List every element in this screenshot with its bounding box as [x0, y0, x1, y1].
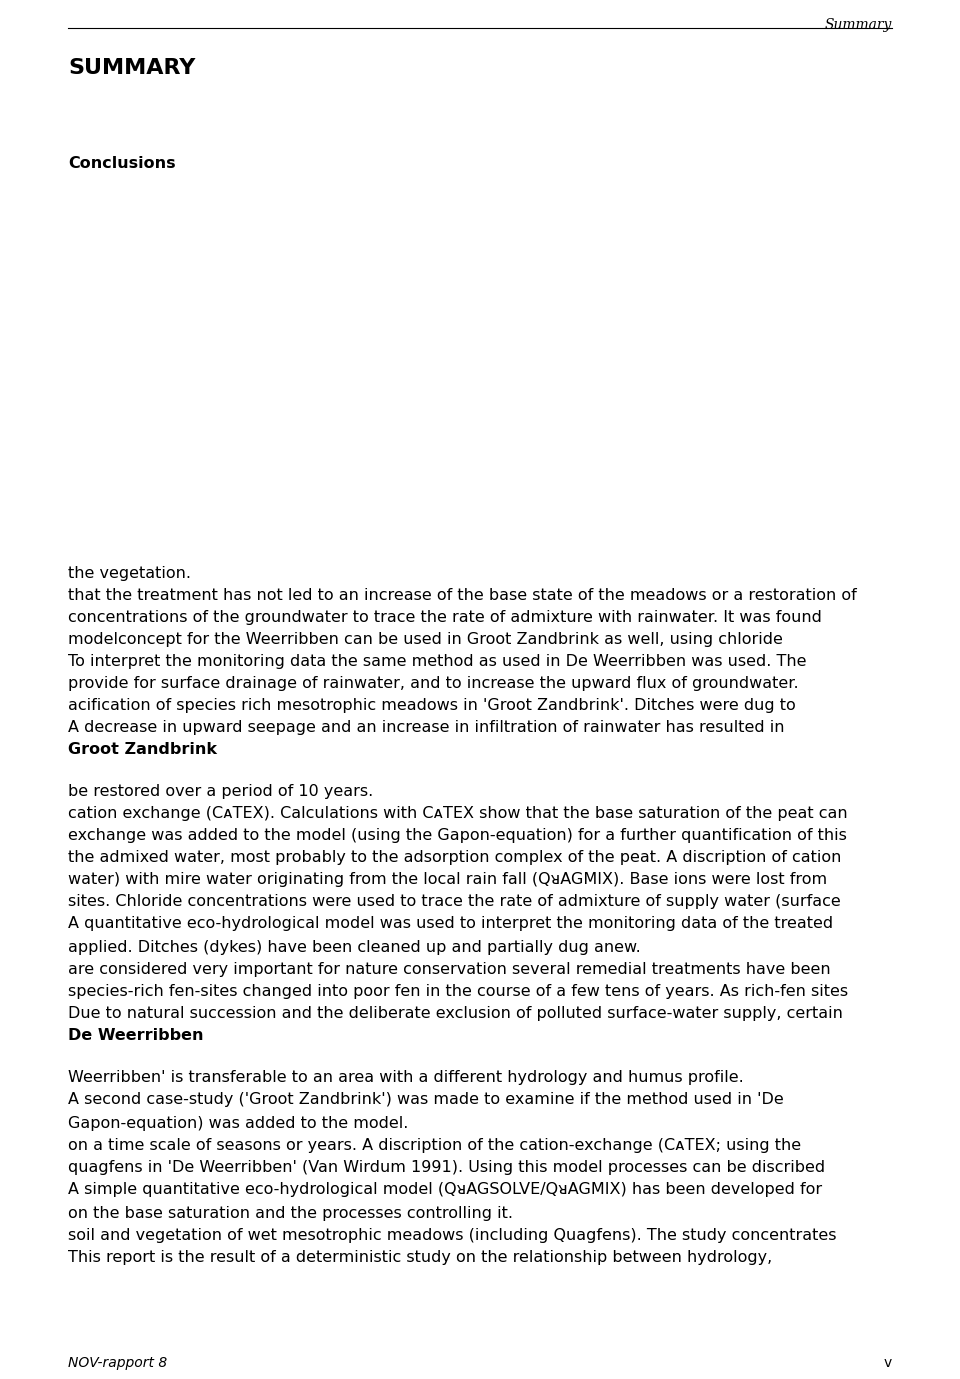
Text: soil and vegetation of wet mesotrophic meadows (including Quagfens). The study c: soil and vegetation of wet mesotrophic m…	[68, 1229, 836, 1242]
Text: on a time scale of seasons or years. A discription of the cation-exchange (CᴀTEX: on a time scale of seasons or years. A d…	[68, 1138, 802, 1153]
Text: Weerribben' is transferable to an area with a different hydrology and humus prof: Weerribben' is transferable to an area w…	[68, 1070, 744, 1085]
Text: A quantitative eco-hydrological model was used to interpret the monitoring data : A quantitative eco-hydrological model wa…	[68, 916, 833, 931]
Text: sites. Chloride concentrations were used to trace the rate of admixture of suppl: sites. Chloride concentrations were used…	[68, 894, 841, 909]
Text: A second case-study ('Groot Zandbrink') was made to examine if the method used i: A second case-study ('Groot Zandbrink') …	[68, 1092, 783, 1107]
Text: are considered very important for nature conservation several remedial treatment: are considered very important for nature…	[68, 963, 830, 976]
Text: the vegetation.: the vegetation.	[68, 565, 191, 581]
Text: on the base saturation and the processes controlling it.: on the base saturation and the processes…	[68, 1207, 513, 1220]
Text: concentrations of the groundwater to trace the rate of admixture with rainwater.: concentrations of the groundwater to tra…	[68, 610, 822, 625]
Text: acification of species rich mesotrophic meadows in 'Groot Zandbrink'. Ditches we: acification of species rich mesotrophic …	[68, 698, 796, 713]
Text: quagfens in 'De Weerribben' (Van Wirdum 1991). Using this model processes can be: quagfens in 'De Weerribben' (Van Wirdum …	[68, 1160, 826, 1175]
Text: be restored over a period of 10 years.: be restored over a period of 10 years.	[68, 785, 373, 798]
Text: A decrease in upward seepage and an increase in infiltration of rainwater has re: A decrease in upward seepage and an incr…	[68, 720, 784, 735]
Text: v: v	[884, 1356, 892, 1369]
Text: SUMMARY: SUMMARY	[68, 58, 196, 79]
Text: De Weerribben: De Weerribben	[68, 1027, 204, 1043]
Text: exchange was added to the model (using the Gapon-equation) for a further quantif: exchange was added to the model (using t…	[68, 827, 847, 843]
Text: Gapon-equation) was added to the model.: Gapon-equation) was added to the model.	[68, 1116, 408, 1131]
Text: modelconcept for the Weerribben can be used in Groot Zandbrink as well, using ch: modelconcept for the Weerribben can be u…	[68, 632, 782, 647]
Text: To interpret the monitoring data the same method as used in De Weerribben was us: To interpret the monitoring data the sam…	[68, 654, 806, 669]
Text: that the treatment has not led to an increase of the base state of the meadows o: that the treatment has not led to an inc…	[68, 587, 856, 603]
Text: Groot Zandbrink: Groot Zandbrink	[68, 742, 217, 757]
Text: A simple quantitative eco-hydrological model (QᴚAGSOLVE/QᴚAGMIX) has been develo: A simple quantitative eco-hydrological m…	[68, 1182, 822, 1197]
Text: cation exchange (CᴀTEX). Calculations with CᴀTEX show that the base saturation o: cation exchange (CᴀTEX). Calculations wi…	[68, 805, 848, 821]
Text: This report is the result of a deterministic study on the relationship between h: This report is the result of a determini…	[68, 1249, 772, 1265]
Text: NOV-rapport 8: NOV-rapport 8	[68, 1356, 167, 1369]
Text: provide for surface drainage of rainwater, and to increase the upward flux of gr: provide for surface drainage of rainwate…	[68, 676, 799, 691]
Text: the admixed water, most probably to the adsorption complex of the peat. A discri: the admixed water, most probably to the …	[68, 849, 841, 865]
Text: water) with mire water originating from the local rain fall (QᴚAGMIX). Base ions: water) with mire water originating from …	[68, 872, 828, 887]
Text: applied. Ditches (dykes) have been cleaned up and partially dug anew.: applied. Ditches (dykes) have been clean…	[68, 940, 640, 956]
Text: Summary: Summary	[825, 18, 892, 32]
Text: Conclusions: Conclusions	[68, 156, 176, 171]
Text: species-rich fen-sites changed into poor fen in the course of a few tens of year: species-rich fen-sites changed into poor…	[68, 985, 848, 998]
Text: Due to natural succession and the deliberate exclusion of polluted surface-water: Due to natural succession and the delibe…	[68, 1007, 843, 1020]
